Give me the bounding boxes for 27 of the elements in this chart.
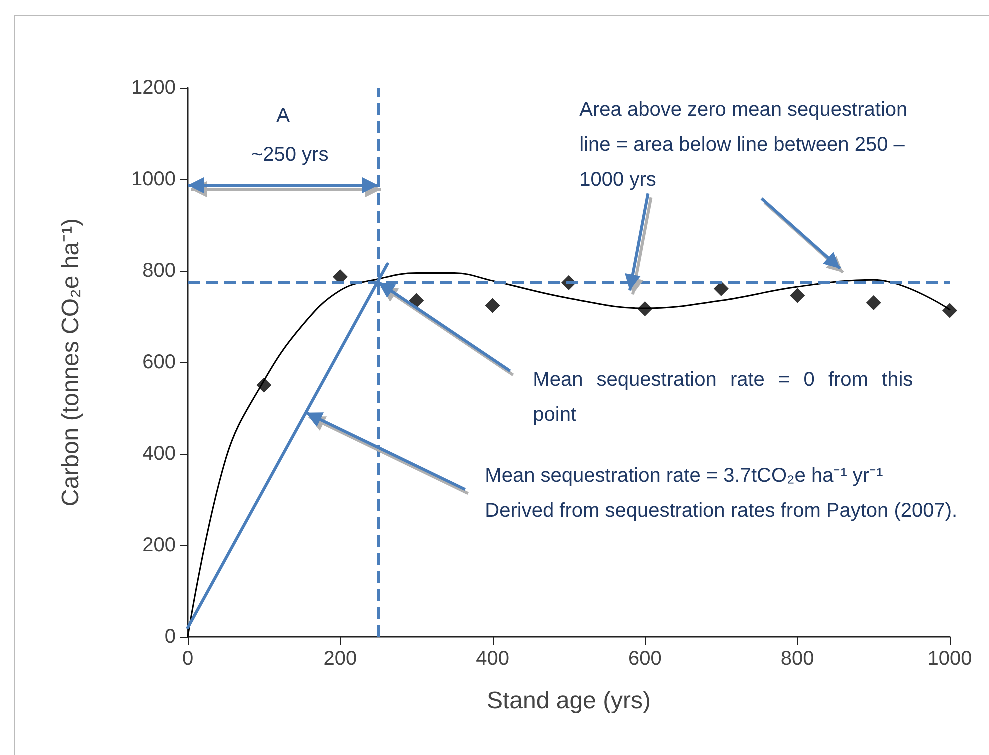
point [942, 303, 958, 318]
y-tick-label: 0 [164, 626, 176, 648]
annotation: ~250 yrs [250, 143, 330, 168]
x-tick-label: 1000 [928, 648, 972, 670]
x-tick-label: 800 [780, 648, 814, 670]
point [714, 281, 729, 296]
point [638, 301, 653, 316]
y-tick-label: 400 [142, 443, 176, 465]
annotation: A [276, 104, 291, 130]
y-tick-label: 600 [142, 352, 176, 374]
x-tick-label: 0 [182, 648, 194, 670]
point [256, 378, 272, 393]
point [866, 296, 882, 311]
y-tick-label: 1200 [132, 77, 176, 99]
x-axis-title: Stand age (yrs) [486, 688, 652, 714]
annotation: Mean sequestration rate = 3.7tCO₂e ha⁻¹ yr⁻¹ [485, 464, 884, 489]
x-tick-label: 600 [628, 648, 662, 670]
annotation: Area above zero mean sequestration line = area below line between 250 – 1000 yrs [580, 98, 909, 193]
y-tick-label: 200 [142, 534, 176, 556]
point [790, 288, 806, 304]
x-tick-label: 400 [476, 648, 510, 670]
y-axis-title: Carbon (tonnes CO₂e ha⁻¹) [58, 218, 84, 507]
annotation: Derived from sequestration rates from Payton (2007). [485, 498, 959, 524]
annotation: Mean sequestration rate = 0 from this point [533, 368, 914, 428]
x-tick-label: 200 [324, 648, 358, 670]
y-tick-label: 800 [142, 260, 176, 282]
y-tick-label: 1000 [132, 168, 176, 190]
